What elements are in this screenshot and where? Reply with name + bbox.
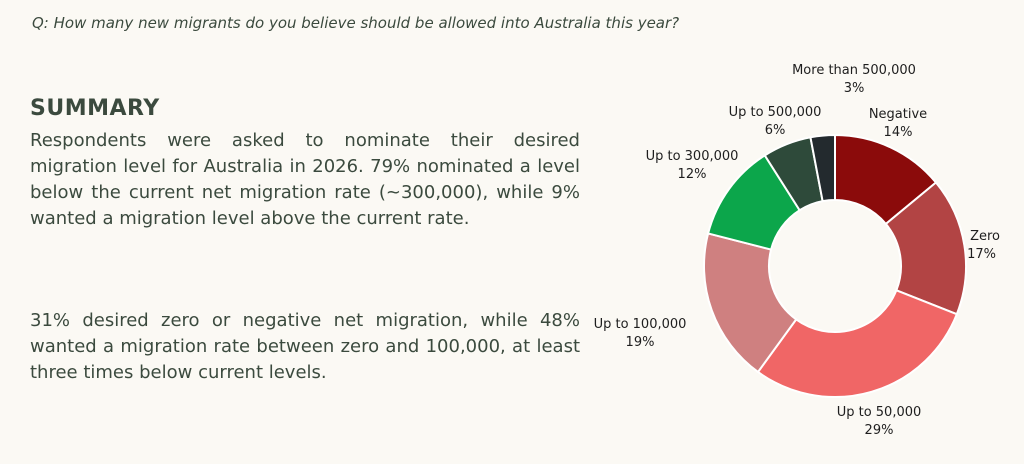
- slice-value-label: 6%: [765, 123, 786, 138]
- survey-question: Q: How many new migrants do you believe …: [32, 14, 680, 32]
- summary-title: SUMMARY: [30, 96, 160, 121]
- slice-up-to-50-000: [756, 288, 959, 398]
- slice-value-label: 17%: [967, 247, 996, 262]
- slice-up-to-100-000: [703, 232, 798, 374]
- donut-labels: Negative 14% Zero 17% Up to 50,000 29% Up to 1…: [594, 63, 1000, 438]
- slice-value-label: 12%: [678, 167, 707, 182]
- slice-label: Up to 300,000: [646, 149, 739, 164]
- summary-paragraph-1: Respondents were asked to nominate their…: [30, 130, 580, 229]
- slice-more-than-500-000: [809, 133, 836, 203]
- slice-value-label: 14%: [884, 125, 913, 140]
- slice-label: Negative: [869, 107, 927, 122]
- slice-label: More than 500,000: [792, 63, 916, 78]
- slice-label: Up to 100,000: [594, 317, 687, 332]
- slice-value-label: 29%: [865, 423, 894, 438]
- slice-label: Up to 50,000: [837, 405, 922, 420]
- slice-label: Zero: [970, 229, 1000, 244]
- summary-paragraph-2: 31% desired zero or negative net migrati…: [30, 310, 580, 383]
- slice-value-label: 19%: [626, 335, 655, 350]
- slice-label: Up to 500,000: [729, 105, 822, 120]
- slice-value-label: 3%: [844, 81, 865, 96]
- donut-chart: Negative 14% Zero 17% Up to 50,000 29% Up to 1…: [594, 63, 1000, 438]
- donut-slices: [703, 133, 967, 398]
